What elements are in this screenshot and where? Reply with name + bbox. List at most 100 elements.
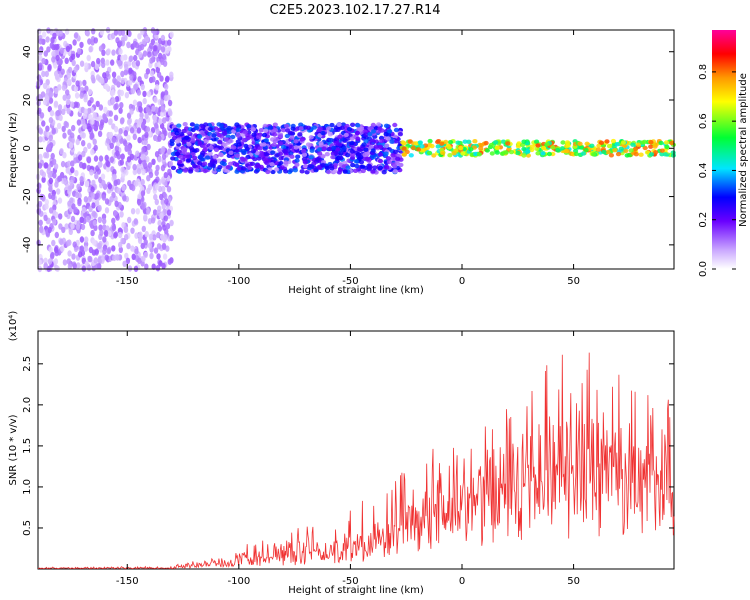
spectrogram-cell [212, 160, 218, 165]
spectrogram-cell [360, 164, 366, 169]
spectrogram-cell [66, 160, 72, 167]
spectrogram-cell [113, 126, 119, 133]
spectrogram-cell [49, 42, 54, 49]
spectrogram-cell [156, 243, 162, 250]
spectrogram-cell [79, 41, 84, 49]
spectrogram-cell [116, 187, 121, 194]
spectrogram-cell [289, 135, 295, 140]
spectrogram-cell [91, 202, 96, 209]
spectrogram-cells [35, 26, 677, 273]
spectrogram-cell [272, 132, 278, 137]
spectrogram-cell [76, 262, 81, 269]
spectrogram-cell [60, 245, 65, 252]
x-tick-label: -100 [227, 276, 250, 287]
spectrogram-cell [265, 169, 271, 175]
spectrogram-cell [113, 79, 118, 86]
y-tick-label: 0 [22, 145, 33, 151]
spectrogram-cell [48, 207, 54, 214]
spectrogram-cell [620, 140, 627, 145]
spectrogram-cell [98, 104, 104, 111]
spectrogram-cell [349, 152, 355, 158]
spectrogram-cell [126, 156, 132, 163]
spectrogram-cell [135, 208, 140, 215]
spectrogram-cell [254, 164, 260, 169]
colorbar-tick-label: 0.0 [698, 261, 709, 277]
spectrogram-cell [118, 246, 124, 253]
spectrogram-cell [164, 83, 169, 91]
spectrogram-cell [118, 231, 123, 239]
spectrogram-cell [92, 219, 98, 227]
spectrogram-cell [120, 166, 125, 173]
spectrogram-cell [580, 151, 587, 156]
spectrogram-cell [255, 167, 261, 173]
spectrogram-cell [360, 168, 366, 174]
spectrogram-cell [560, 140, 566, 145]
spectrogram-cell [124, 169, 129, 176]
spectrogram-cell [122, 260, 127, 267]
spectrogram-cell [67, 78, 72, 85]
spectrogram-cell [493, 140, 499, 145]
spectrogram-x-ticks: -150 -100 -50 0 50 [116, 30, 580, 287]
spectrogram-cell [350, 122, 356, 128]
spectrogram-cell [46, 143, 51, 151]
spectrogram-cell [130, 87, 136, 95]
spectrogram-cell [99, 77, 105, 85]
spectrogram-cell [354, 130, 360, 136]
spectrogram-cell [648, 152, 655, 157]
spectrogram-cell [308, 155, 314, 160]
spectrogram-cell [121, 184, 126, 191]
spectrogram-cell [282, 149, 288, 154]
spectrogram-cell [355, 123, 361, 128]
spectrogram-cell [377, 158, 384, 164]
snr-y-multiplier: (x10⁴) [8, 311, 19, 342]
spectrogram-cell [106, 161, 111, 168]
spectrogram-cell [156, 253, 161, 260]
spectrogram-cell [124, 63, 129, 71]
spectrogram-cell [85, 30, 91, 37]
spectrogram-cell [130, 208, 136, 215]
spectrogram-cell [149, 70, 155, 77]
spectrogram-cell [367, 132, 373, 137]
spectrogram-cell [145, 208, 151, 215]
spectrogram-cell [70, 166, 75, 174]
spectrogram-cell [178, 154, 184, 160]
spectrogram-cell [54, 231, 59, 239]
spectrogram-cell [503, 150, 509, 155]
spectrogram-cell [426, 150, 433, 156]
spectrogram-cell [62, 177, 67, 185]
spectrogram-cell [52, 172, 57, 179]
spectrogram-cell [610, 138, 617, 144]
spectrogram-cell [277, 151, 284, 156]
spectrogram-cell [258, 164, 264, 170]
spectrogram-cell [108, 131, 114, 139]
spectrogram-cell [165, 222, 171, 230]
spectrogram-cell [101, 179, 106, 187]
spectrogram-cell [82, 79, 87, 87]
spectrogram-cell [123, 140, 128, 147]
spectrogram-cell [142, 90, 147, 98]
spectrogram-cell [79, 60, 85, 67]
spectrogram-cell [137, 136, 142, 144]
spectrogram-cell [309, 148, 315, 153]
spectrogram-cell [435, 144, 441, 149]
spectrogram-cell [283, 169, 289, 174]
spectrogram-cell [111, 49, 116, 56]
spectrogram-cell [41, 176, 46, 183]
spectrogram-cell [102, 236, 107, 243]
spectrogram-cell [140, 122, 146, 129]
spectrogram-cell [123, 69, 129, 76]
x-tick-label: 0 [459, 276, 465, 287]
spectrogram-cell [48, 117, 54, 124]
spectrogram-cell [258, 128, 264, 133]
spectrogram-cell [326, 169, 332, 175]
spectrogram-cell [413, 141, 419, 146]
spectrogram-cell [48, 177, 54, 185]
spectrogram-cell [87, 100, 92, 107]
spectrogram-cell [583, 147, 589, 153]
spectrogram-cell [167, 39, 172, 46]
spectrogram-cell [152, 234, 157, 241]
spectrogram-cell [163, 193, 168, 200]
spectrogram-cell [468, 147, 474, 152]
spectrogram-cell [293, 145, 299, 150]
spectrogram-cell [139, 43, 145, 51]
